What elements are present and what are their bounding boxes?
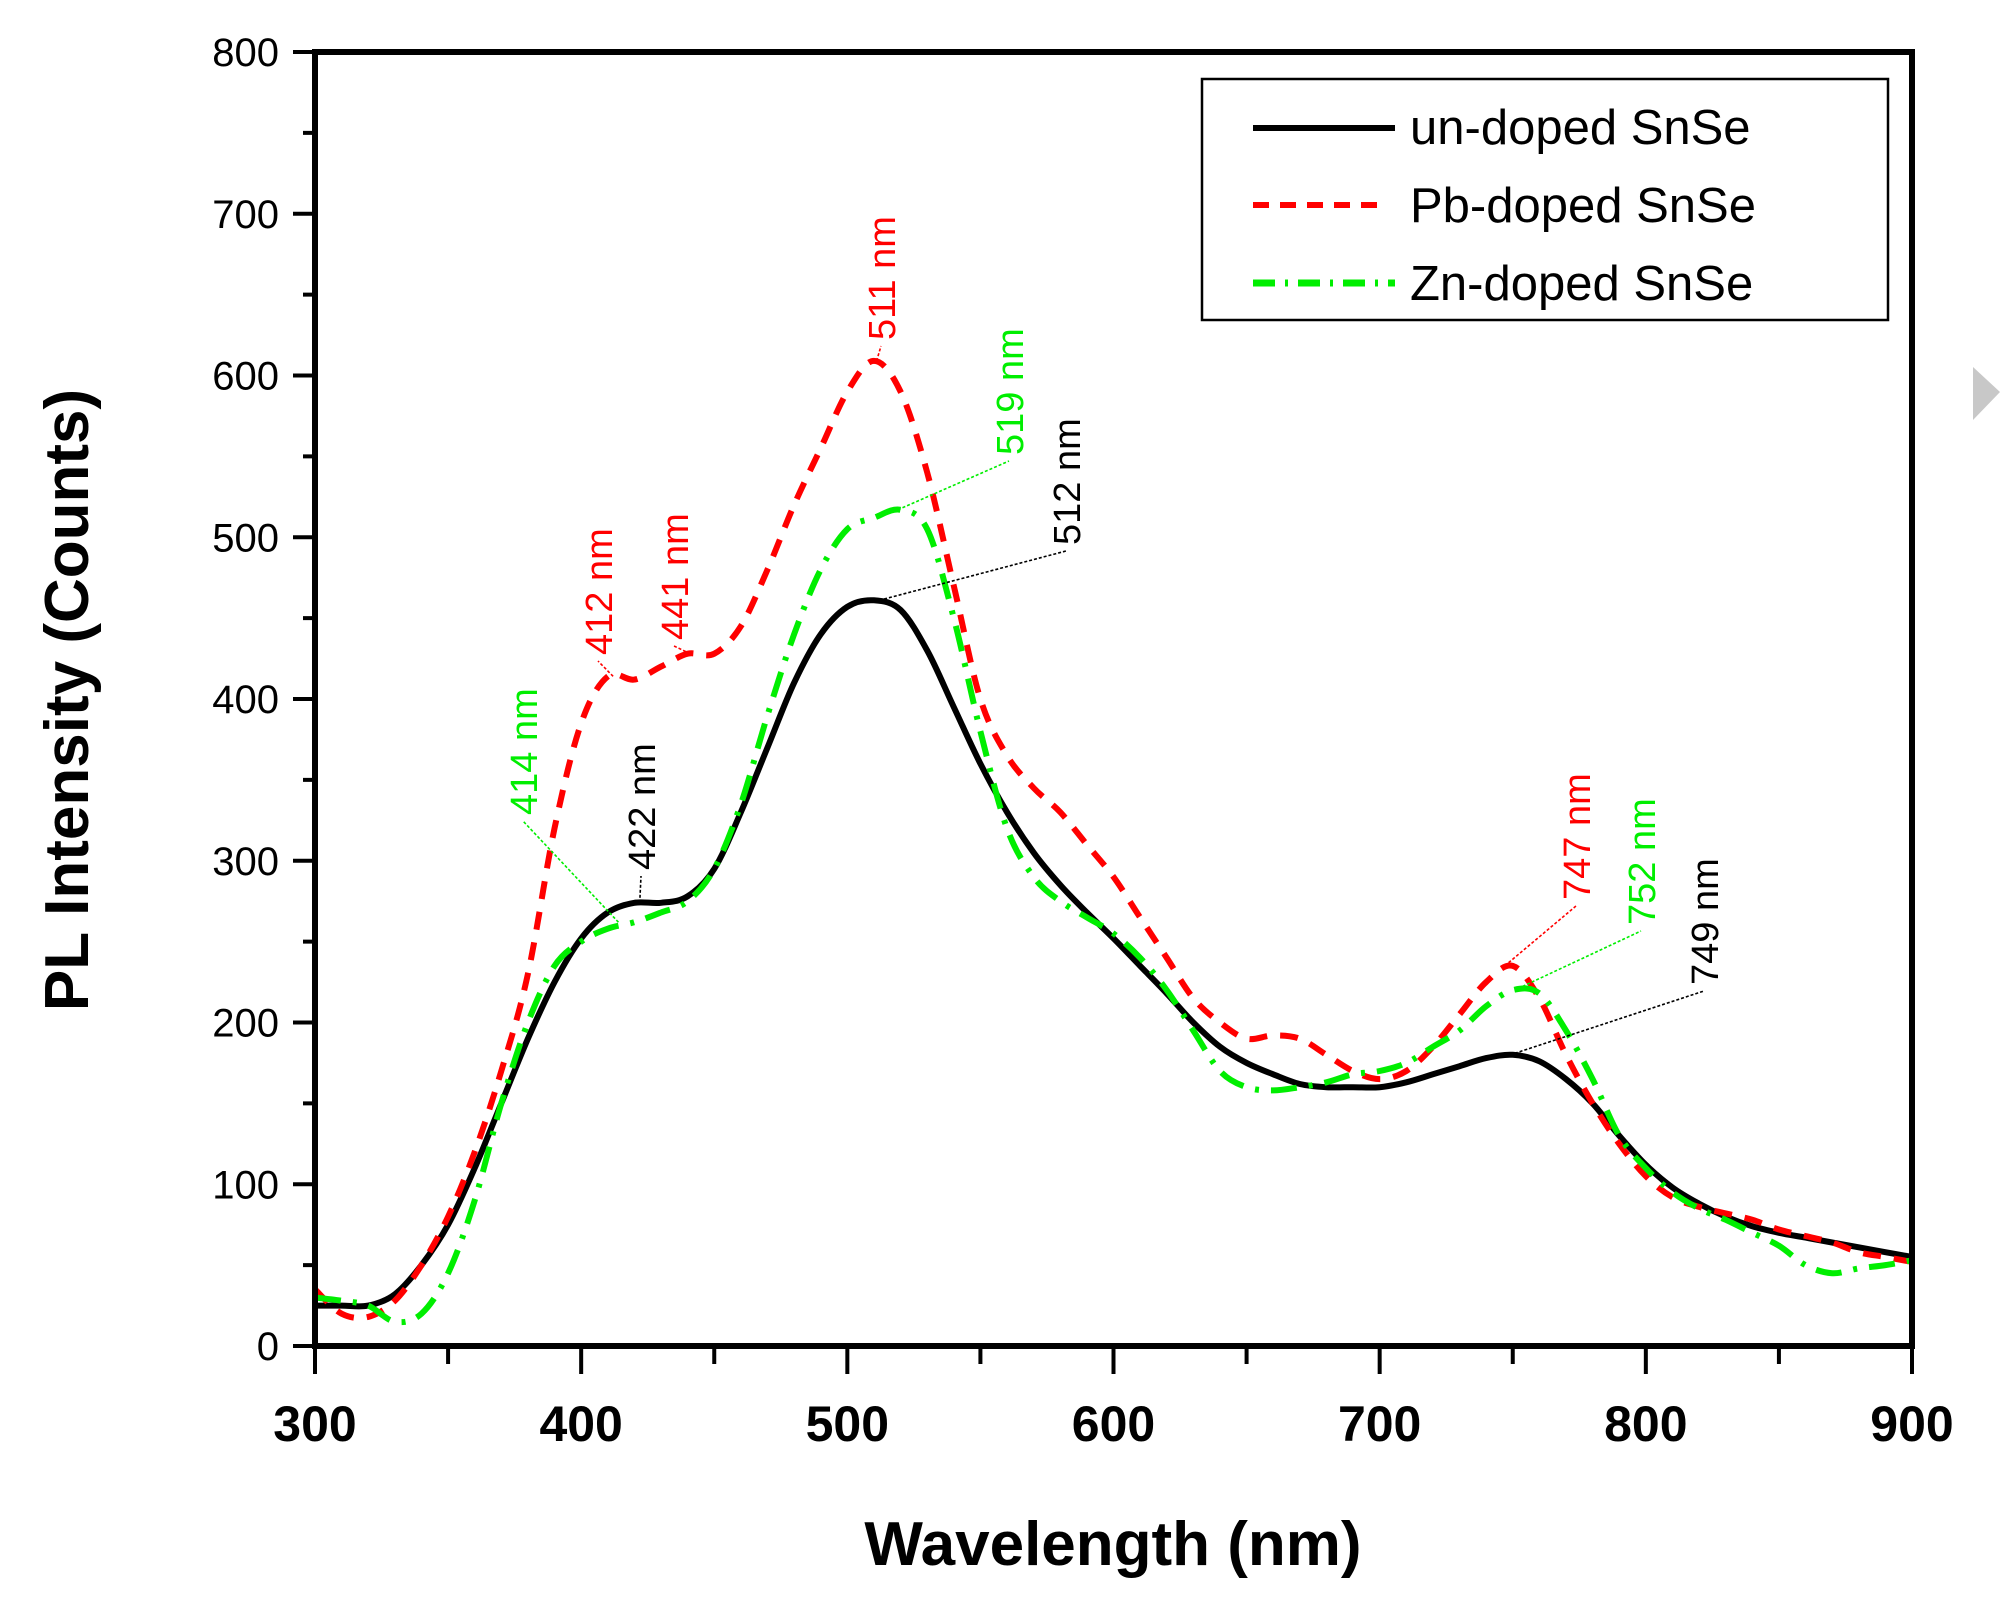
legend: un-doped SnSe Pb-doped SnSe Zn-doped SnS… [1200,77,1890,322]
x-tick-label: 900 [1870,1396,1953,1452]
y-tick-label: 500 [212,516,279,560]
peak-annotation: 511 nm [862,216,904,340]
x-tick-label: 600 [1072,1396,1155,1452]
y-axis-title: PL Intensity (Counts) [33,389,102,1011]
series-layer [312,357,1913,1326]
x-tick-label: 700 [1338,1396,1421,1452]
y-tick-label: 800 [212,31,279,75]
annotation-leader [597,660,614,677]
x-tick-label: 300 [273,1396,356,1452]
series-line-un-doped-snse [315,597,1913,1310]
annotation-leader [875,345,882,362]
y-tick-label: 300 [212,840,279,884]
x-tick-label: 400 [539,1396,622,1452]
y-tick-label: 100 [212,1163,279,1207]
annotation-leader [522,820,620,923]
y-tick-label: 700 [212,193,279,237]
x-tick-label: 500 [806,1396,889,1452]
annotation-leader [897,460,1010,511]
annotation-leader [638,875,642,903]
series-line-zn-doped-snse [314,506,1913,1326]
legend-label-pb: Pb-doped SnSe [1410,179,1756,233]
annotation-leader [1504,905,1577,967]
peak-annotation: 749 nm [1685,858,1727,985]
peak-annotation: 414 nm [504,688,546,815]
peak-annotation: 422 nm [622,743,664,870]
legend-label-undoped: un-doped SnSe [1410,101,1751,155]
series-line-pb-doped-snse [312,357,1913,1321]
peak-annotation: 441 nm [655,513,697,640]
peak-annotation: 752 nm [1622,798,1664,925]
legend-label-zn: Zn-doped SnSe [1410,257,1753,311]
peak-annotation: 747 nm [1557,773,1599,900]
x-tick-label: 800 [1604,1396,1687,1452]
peak-annotation: 412 nm [579,528,621,655]
annotations-layer: 414 nm 412 nm 441 nm 422 nm 511 nm 519 nm 512 … [504,216,1727,1056]
y-axis: 0 100 200 300 400 500 600 700 800 [212,31,315,1369]
y-tick-label: 0 [257,1325,279,1369]
peak-annotation: 519 nm [990,328,1032,455]
y-tick-label: 200 [212,1002,279,1046]
annotation-leader [1517,930,1642,990]
y-tick-label: 600 [212,355,279,399]
annotation-leader [879,550,1067,602]
annotation-leader [673,645,691,655]
y-tick-label: 400 [212,678,279,722]
annotation-leader [1509,990,1705,1056]
x-axis: 300 400 500 600 700 800 900 [273,1346,1954,1452]
triangle-right-icon[interactable] [1973,367,2000,420]
x-axis-title: Wavelength (nm) [864,1510,1361,1579]
peak-annotation: 512 nm [1047,418,1089,545]
